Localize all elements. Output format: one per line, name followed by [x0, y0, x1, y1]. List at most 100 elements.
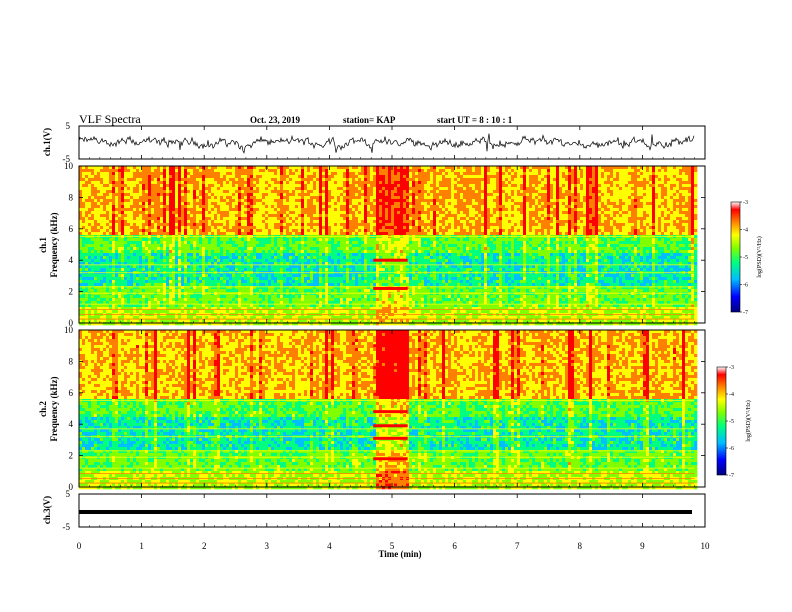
spectrogram-cell	[148, 193, 152, 197]
spectrogram-cell	[262, 202, 266, 206]
spectrogram-cell	[208, 292, 212, 296]
spectrogram-cell	[178, 304, 182, 308]
spectrogram-cell	[259, 292, 263, 296]
spectrogram-cell	[328, 316, 332, 320]
spectrogram-cell	[193, 175, 197, 179]
spectrogram-cell	[250, 250, 254, 254]
spectrogram-cell	[352, 208, 356, 212]
spectrogram-cell	[289, 208, 293, 212]
spectrogram-cell	[265, 232, 269, 236]
spectrogram-cell	[202, 190, 206, 194]
spectrogram-cell	[304, 220, 308, 224]
spectrogram-cell	[247, 178, 251, 182]
spectrogram-cell	[358, 226, 362, 230]
spectrogram-cell	[211, 232, 215, 236]
spectrogram-cell	[268, 181, 272, 185]
spectrogram-cell	[127, 310, 131, 314]
spectrogram-cell	[352, 274, 356, 278]
spectrogram-cell	[349, 268, 353, 272]
spectrogram-cell	[253, 226, 257, 230]
spectrogram-cell	[169, 307, 173, 311]
spectrogram-cell	[337, 304, 341, 308]
spectrogram-cell	[154, 274, 158, 278]
spectrogram-cell	[304, 187, 308, 191]
spectrogram-cell	[352, 316, 356, 320]
spectrogram-cell	[169, 241, 173, 245]
spectrogram-cell	[112, 247, 116, 251]
spectrogram-cell	[118, 322, 122, 326]
spectrogram-cell	[346, 256, 350, 260]
spectrogram-cell	[145, 217, 149, 221]
spectrogram-cell	[127, 277, 131, 281]
spectrogram-cell	[79, 169, 83, 173]
spectrogram-cell	[265, 268, 269, 272]
spectrogram-cell	[91, 256, 95, 260]
spectrogram-cell	[274, 217, 278, 221]
spectrogram-cell	[160, 292, 164, 296]
spectrogram-cell	[133, 199, 137, 203]
spectrogram-cell	[88, 190, 92, 194]
spectrogram-cell	[100, 244, 104, 248]
spectrogram-cell	[220, 283, 224, 287]
spectrogram-cell	[91, 199, 95, 203]
spectrogram-cell	[340, 295, 344, 299]
spectrogram-cell	[232, 184, 236, 188]
spectrogram-cell	[160, 262, 164, 266]
spectrogram-cell	[109, 190, 113, 194]
spectrogram-cell	[331, 205, 335, 209]
spectrogram-cell	[214, 304, 218, 308]
spectrogram-cell	[310, 217, 314, 221]
spectrogram-cell	[349, 205, 353, 209]
spectrogram-cell	[118, 289, 122, 293]
spectrogram-cell	[256, 310, 260, 314]
spectrogram-cell	[319, 190, 323, 194]
spectrogram-cell	[244, 316, 248, 320]
spectrogram-cell	[241, 205, 245, 209]
spectrogram-cell	[334, 166, 338, 170]
spectrogram-cell	[100, 310, 104, 314]
spectrogram-cell	[238, 217, 242, 221]
spectrogram-cell	[301, 301, 305, 305]
spectrogram-cell	[181, 190, 185, 194]
spectrogram-cell	[286, 250, 290, 254]
spectrogram-cell	[256, 238, 260, 242]
spectrogram-cell	[295, 259, 299, 263]
spectrogram-cell	[163, 202, 167, 206]
spectrogram-cell	[235, 301, 239, 305]
spectrogram-cell	[316, 178, 320, 182]
spectrogram-cell	[337, 319, 341, 323]
spectrogram-cell	[163, 178, 167, 182]
spectrogram-cell	[352, 292, 356, 296]
spectrogram-cell	[346, 316, 350, 320]
spectrogram-cell	[109, 310, 113, 314]
spectrogram-cell	[211, 316, 215, 320]
spectrogram-cell	[100, 220, 104, 224]
spectrogram-cell	[241, 259, 245, 263]
spectrogram-cell	[283, 286, 287, 290]
spectrogram-cell	[88, 256, 92, 260]
spectrogram-cell	[124, 178, 128, 182]
spectrogram-cell	[238, 286, 242, 290]
spectrogram-cell	[220, 265, 224, 269]
spectrogram-cell	[268, 214, 272, 218]
spectrogram-cell	[127, 205, 131, 209]
spectrogram-cell	[229, 277, 233, 281]
spectrogram-cell	[295, 220, 299, 224]
spectrogram-cell	[250, 193, 254, 197]
spectrogram-cell	[193, 286, 197, 290]
spectrogram-cell	[274, 268, 278, 272]
spectrogram-cell	[313, 307, 317, 311]
spectrogram-cell	[100, 229, 104, 233]
spectrogram-cell	[106, 229, 110, 233]
spectrogram-cell	[136, 223, 140, 227]
spectrogram-cell	[304, 199, 308, 203]
spectrogram-cell	[205, 310, 209, 314]
spectrogram-cell	[85, 190, 89, 194]
spectrogram-cell	[352, 205, 356, 209]
spectrogram-cell	[142, 208, 146, 212]
spectrogram-cell	[301, 241, 305, 245]
spectrogram-cell	[238, 193, 242, 197]
spectrogram-cell	[103, 199, 107, 203]
spectrogram-cell	[184, 322, 188, 326]
spectrogram-cell	[100, 262, 104, 266]
